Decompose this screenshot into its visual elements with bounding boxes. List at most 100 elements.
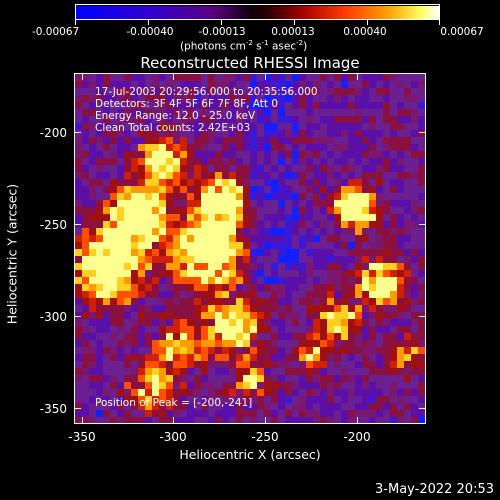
- image-pixel: [257, 256, 265, 264]
- image-pixel: [320, 186, 328, 194]
- image-pixel: [208, 88, 216, 96]
- image-pixel: [236, 228, 244, 236]
- image-pixel: [404, 382, 412, 390]
- image-pixel: [313, 256, 321, 264]
- image-pixel: [124, 228, 132, 236]
- image-pixel: [362, 305, 370, 313]
- image-pixel: [173, 417, 181, 423]
- image-pixel: [264, 249, 272, 257]
- image-pixel: [82, 242, 90, 250]
- image-pixel: [229, 109, 237, 117]
- image-pixel: [82, 123, 90, 131]
- image-pixel: [320, 214, 328, 222]
- image-pixel: [313, 228, 321, 236]
- image-pixel: [103, 137, 111, 145]
- image-pixel: [355, 354, 363, 362]
- image-pixel: [306, 326, 314, 334]
- image-pixel: [390, 284, 398, 292]
- image-pixel: [292, 95, 300, 103]
- image-pixel: [397, 319, 405, 327]
- image-pixel: [215, 277, 223, 285]
- image-pixel: [117, 123, 125, 131]
- image-pixel: [383, 403, 391, 411]
- image-pixel: [236, 130, 244, 138]
- image-pixel: [103, 277, 111, 285]
- image-pixel: [341, 270, 349, 278]
- image-pixel: [348, 368, 356, 376]
- image-pixel: [89, 347, 97, 355]
- image-pixel: [376, 284, 384, 292]
- image-pixel: [341, 179, 349, 187]
- image-pixel: [159, 102, 167, 110]
- image-pixel: [327, 130, 335, 138]
- image-pixel: [236, 95, 244, 103]
- image-pixel: [89, 235, 97, 243]
- image-pixel: [348, 410, 356, 418]
- image-pixel: [194, 403, 202, 411]
- image-pixel: [369, 214, 377, 222]
- image-pixel: [166, 249, 174, 257]
- image-pixel: [187, 88, 195, 96]
- image-pixel: [222, 130, 230, 138]
- image-pixel: [201, 221, 209, 229]
- image-pixel: [173, 130, 181, 138]
- image-pixel: [397, 263, 405, 271]
- image-pixel: [313, 291, 321, 299]
- image-pixel: [145, 417, 153, 423]
- image-pixel: [278, 389, 286, 397]
- image-pixel: [236, 417, 244, 423]
- image-pixel: [418, 312, 425, 320]
- image-pixel: [285, 326, 293, 334]
- image-pixel: [334, 95, 342, 103]
- image-pixel: [313, 179, 321, 187]
- image-pixel: [187, 319, 195, 327]
- image-pixel: [376, 228, 384, 236]
- image-pixel: [82, 305, 90, 313]
- image-pixel: [166, 284, 174, 292]
- image-pixel: [390, 333, 398, 341]
- image-pixel: [348, 333, 356, 341]
- image-pixel: [243, 319, 251, 327]
- image-pixel: [306, 74, 314, 82]
- image-pixel: [327, 144, 335, 152]
- image-pixel: [306, 221, 314, 229]
- image-pixel: [208, 382, 216, 390]
- image-pixel: [383, 312, 391, 320]
- image-pixel: [376, 354, 384, 362]
- image-pixel: [313, 95, 321, 103]
- image-pixel: [222, 305, 230, 313]
- image-pixel: [243, 417, 251, 423]
- image-pixel: [320, 242, 328, 250]
- image-pixel: [229, 375, 237, 383]
- image-pixel: [341, 284, 349, 292]
- image-pixel: [404, 214, 412, 222]
- image-pixel: [180, 123, 188, 131]
- image-pixel: [110, 312, 118, 320]
- image-pixel: [341, 214, 349, 222]
- image-pixel: [250, 396, 258, 404]
- image-pixel: [138, 228, 146, 236]
- image-pixel: [285, 277, 293, 285]
- image-pixel: [243, 172, 251, 180]
- image-pixel: [187, 291, 195, 299]
- image-pixel: [313, 137, 321, 145]
- image-pixel: [376, 263, 384, 271]
- image-pixel: [313, 186, 321, 194]
- image-pixel: [369, 144, 377, 152]
- image-pixel: [348, 298, 356, 306]
- image-pixel: [404, 263, 412, 271]
- image-pixel: [222, 165, 230, 173]
- image-pixel: [103, 123, 111, 131]
- image-pixel: [201, 95, 209, 103]
- x-tick: [265, 417, 266, 423]
- image-pixel: [285, 242, 293, 250]
- image-pixel: [215, 200, 223, 208]
- image-pixel: [173, 347, 181, 355]
- image-pixel: [376, 277, 384, 285]
- image-pixel: [320, 354, 328, 362]
- image-pixel: [418, 81, 425, 89]
- image-pixel: [243, 207, 251, 215]
- image-pixel: [236, 333, 244, 341]
- image-pixel: [159, 221, 167, 229]
- image-pixel: [348, 340, 356, 348]
